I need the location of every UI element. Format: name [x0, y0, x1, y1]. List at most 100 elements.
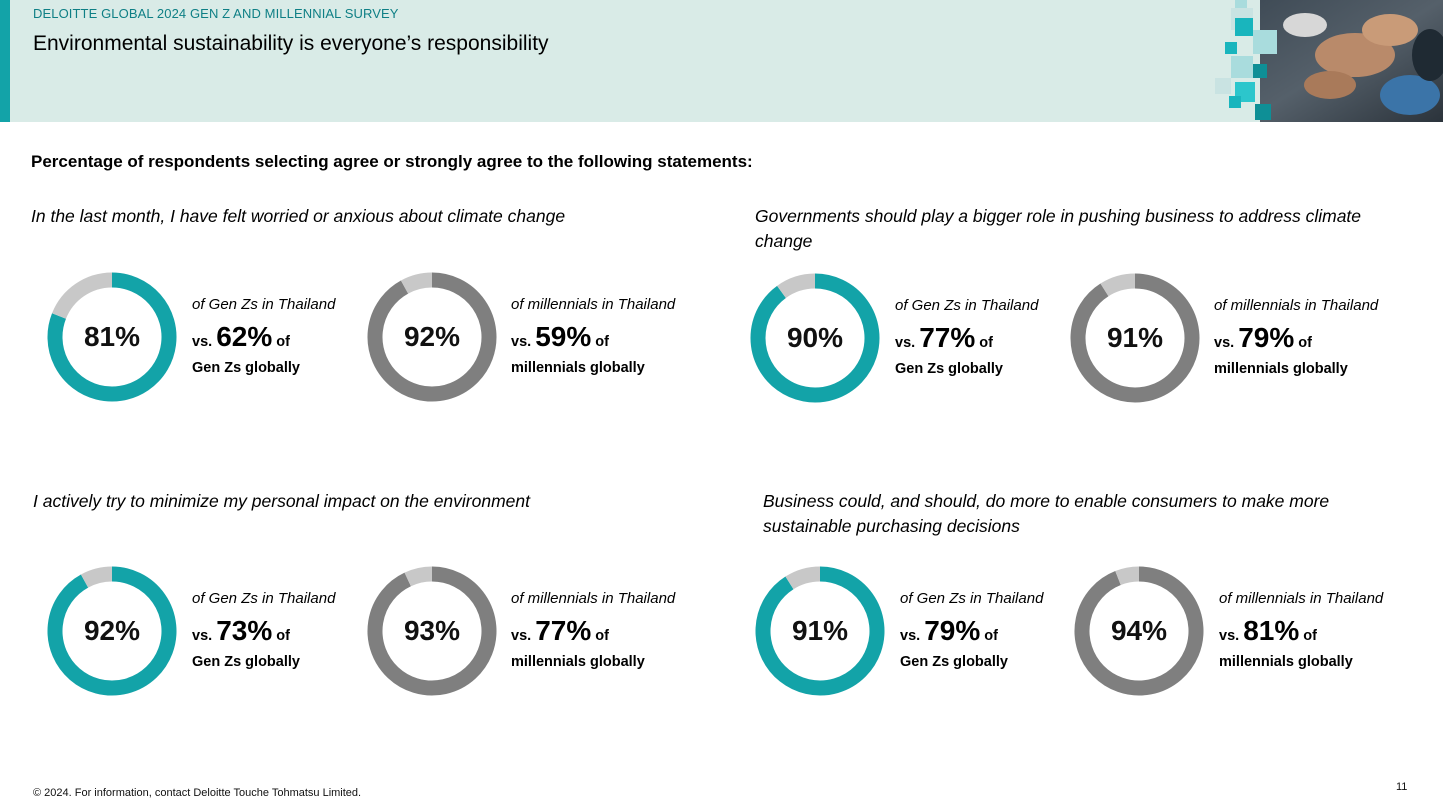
comparison-label: of millennials in Thailand [1214, 297, 1379, 314]
global-percent: 77% [919, 322, 976, 353]
donut-slice-remainder [400, 272, 433, 294]
comparison-label: of millennials in Thailand [511, 590, 676, 607]
comparison-vs: vs. 62% of [192, 323, 412, 356]
question-government-role: Governments should play a bigger role in… [755, 206, 1362, 251]
global-percent: 81% [1243, 615, 1300, 646]
global-percent: 73% [216, 615, 273, 646]
comparison-tail: millennials globally [1219, 654, 1353, 670]
millennial-comparison: of millennials in Thailand vs. 81% of mi… [1219, 589, 1439, 672]
comparison-vs: vs. 73% of [192, 617, 412, 650]
donut-chart [1074, 566, 1204, 696]
donut-genz: 90% [750, 273, 880, 403]
of-text: of [984, 628, 998, 644]
of-text: of [276, 334, 290, 350]
donut-percent: 91% [1106, 322, 1164, 353]
comparison-vs: vs. 79% of [900, 617, 1120, 650]
comparison-label: of millennials in Thailand [511, 296, 676, 313]
copyright-footer: © 2024. For information, contact Deloitt… [33, 787, 362, 799]
donut-genz: 91% [755, 566, 885, 696]
donut-slice-remainder [1100, 273, 1136, 297]
comparison-label: of Gen Zs in Thailand [895, 297, 1039, 314]
donut-slice-value [367, 272, 497, 402]
question-climate-anxiety: In the last month, I have felt worried o… [31, 206, 566, 226]
global-percent: 59% [535, 321, 592, 352]
of-text: of [595, 334, 609, 350]
vs-text: vs. [1214, 335, 1235, 351]
donut-chart [47, 566, 177, 696]
vs-text: vs. [511, 628, 532, 644]
donut-chart [750, 273, 880, 403]
comparison-label: of Gen Zs in Thailand [192, 296, 336, 313]
of-text: of [276, 628, 290, 644]
donut-slice-value [47, 566, 177, 696]
of-text: of [595, 628, 609, 644]
page-title: Environmental sustainability is everyone… [33, 32, 549, 55]
donut-chart [755, 566, 885, 696]
comparison-vs: vs. 77% of [895, 324, 1115, 357]
donut-millennial: 93% [367, 566, 497, 696]
header-band: DELOITTE GLOBAL 2024 GEN Z AND MILLENNIA… [0, 0, 1443, 122]
genz-comparison: of Gen Zs in Thailand vs. 73% of Gen Zs … [192, 589, 412, 672]
question-personal-impact: I actively try to minimize my personal i… [33, 491, 530, 511]
global-percent: 79% [1238, 322, 1295, 353]
donut-chart [1070, 273, 1200, 403]
global-percent: 62% [216, 321, 273, 352]
donut-slice-remainder [52, 272, 113, 320]
donut-percent: 92% [403, 321, 461, 352]
donut-percent: 93% [403, 615, 461, 646]
survey-kicker: DELOITTE GLOBAL 2024 GEN Z AND MILLENNIA… [33, 6, 399, 21]
donut-slice-value [367, 566, 497, 696]
donut-chart [47, 272, 177, 402]
global-percent: 79% [924, 615, 981, 646]
donut-slice-value [750, 273, 880, 403]
comparison-vs: vs. 77% of [511, 617, 731, 650]
vs-text: vs. [895, 335, 916, 351]
millennial-comparison: of millennials in Thailand vs. 77% of mi… [511, 589, 731, 672]
comparison-vs: vs. 81% of [1219, 617, 1439, 650]
millennial-comparison: of millennials in Thailand vs. 79% of mi… [1214, 296, 1434, 379]
vs-text: vs. [1219, 628, 1240, 644]
donut-slice-remainder [1115, 566, 1140, 586]
donut-genz: 92% [47, 566, 177, 696]
donut-slice-value [755, 566, 885, 696]
millennial-comparison: of millennials in Thailand vs. 59% of mi… [511, 295, 731, 378]
of-text: of [1298, 335, 1312, 351]
comparison-tail: millennials globally [511, 360, 645, 376]
vs-text: vs. [511, 334, 532, 350]
donut-slice-remainder [777, 273, 816, 299]
donut-slice-value [47, 272, 177, 402]
donut-millennial: 94% [1074, 566, 1204, 696]
donut-genz: 81% [47, 272, 177, 402]
header-accent-bar [0, 0, 10, 122]
donut-slice-value [1074, 566, 1204, 696]
chart-subtitle: Percentage of respondents selecting agre… [31, 152, 753, 171]
page-number: 11 [1396, 781, 1408, 793]
comparison-tail: Gen Zs globally [900, 654, 1008, 670]
of-text: of [1303, 628, 1317, 644]
comparison-tail: millennials globally [1214, 361, 1348, 377]
vs-text: vs. [192, 628, 213, 644]
donut-slice-remainder [80, 566, 113, 588]
comparison-label: of millennials in Thailand [1219, 590, 1384, 607]
comparison-tail: Gen Zs globally [192, 654, 300, 670]
genz-comparison: of Gen Zs in Thailand vs. 77% of Gen Zs … [895, 296, 1115, 379]
question-business-enable: Business could, and should, do more to e… [763, 491, 1330, 536]
donut-millennial: 91% [1070, 273, 1200, 403]
comparison-vs: vs. 59% of [511, 323, 731, 356]
global-percent: 77% [535, 615, 592, 646]
vs-text: vs. [900, 628, 921, 644]
comparison-label: of Gen Zs in Thailand [192, 590, 336, 607]
donut-chart [367, 566, 497, 696]
comparison-tail: Gen Zs globally [895, 361, 1003, 377]
of-text: of [979, 335, 993, 351]
donut-millennial: 92% [367, 272, 497, 402]
donut-slice-value [1070, 273, 1200, 403]
comparison-tail: millennials globally [511, 654, 645, 670]
donut-percent: 91% [791, 615, 849, 646]
comparison-label: of Gen Zs in Thailand [900, 590, 1044, 607]
donut-slice-remainder [404, 566, 433, 587]
hands-together-photo [1205, 0, 1443, 122]
vs-text: vs. [192, 334, 213, 350]
donut-percent: 94% [1110, 615, 1168, 646]
comparison-vs: vs. 79% of [1214, 324, 1434, 357]
